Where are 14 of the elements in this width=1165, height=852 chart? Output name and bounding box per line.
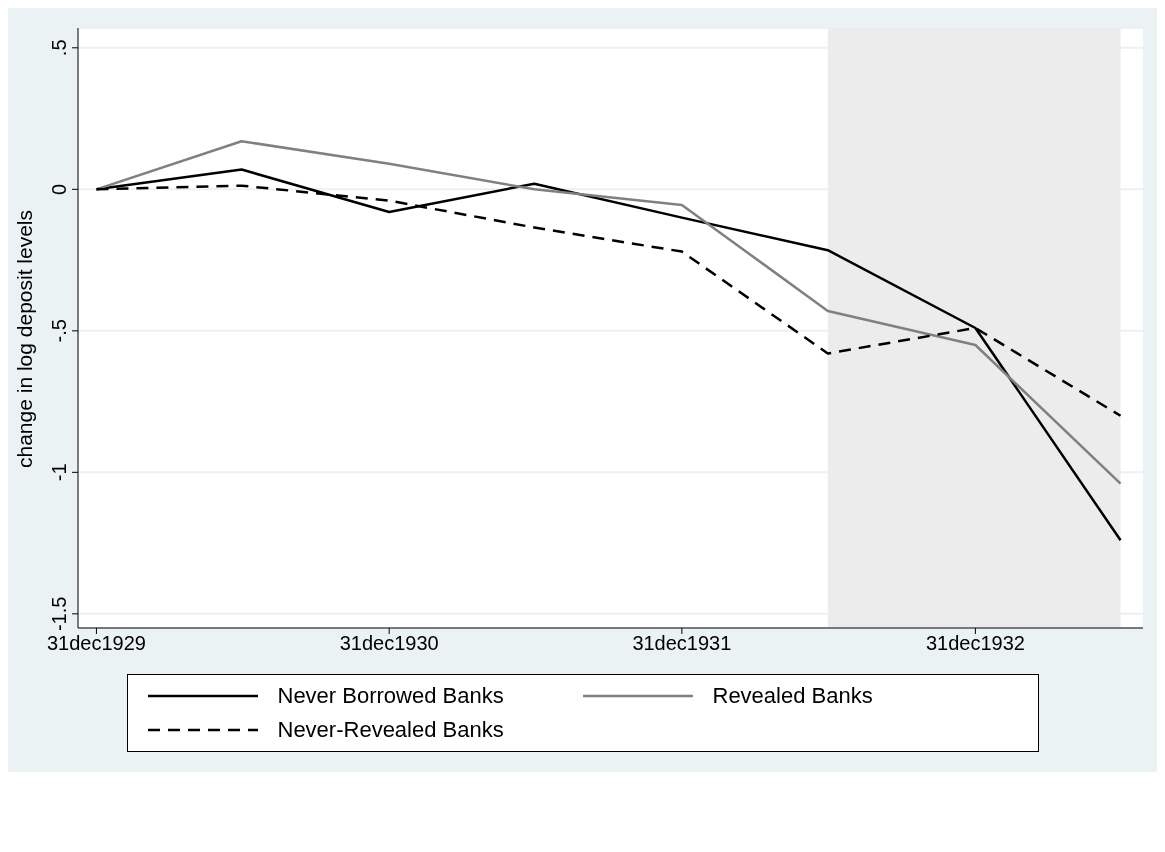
y-tick-label: -1 (48, 463, 70, 482)
x-tick-label: 31dec1929 (46, 632, 146, 655)
legend-label: Never-Revealed Banks (277, 717, 504, 743)
legend-label: Never Borrowed Banks (277, 683, 504, 709)
legend-label: Revealed Banks (712, 683, 873, 709)
x-tick-label: 31dec1930 (339, 632, 439, 655)
x-tick-label: 31dec1932 (925, 632, 1025, 655)
y-axis-title: change in log deposit levels (13, 209, 37, 468)
y-tick-label: 0 (48, 183, 70, 195)
line-series (95, 139, 1122, 485)
x-tick-label: 31dec1931 (632, 632, 732, 655)
y-tick-label: -.5 (48, 319, 70, 343)
y-tick-label: -1.5 (48, 596, 70, 632)
y-tick-label: .5 (48, 39, 70, 57)
